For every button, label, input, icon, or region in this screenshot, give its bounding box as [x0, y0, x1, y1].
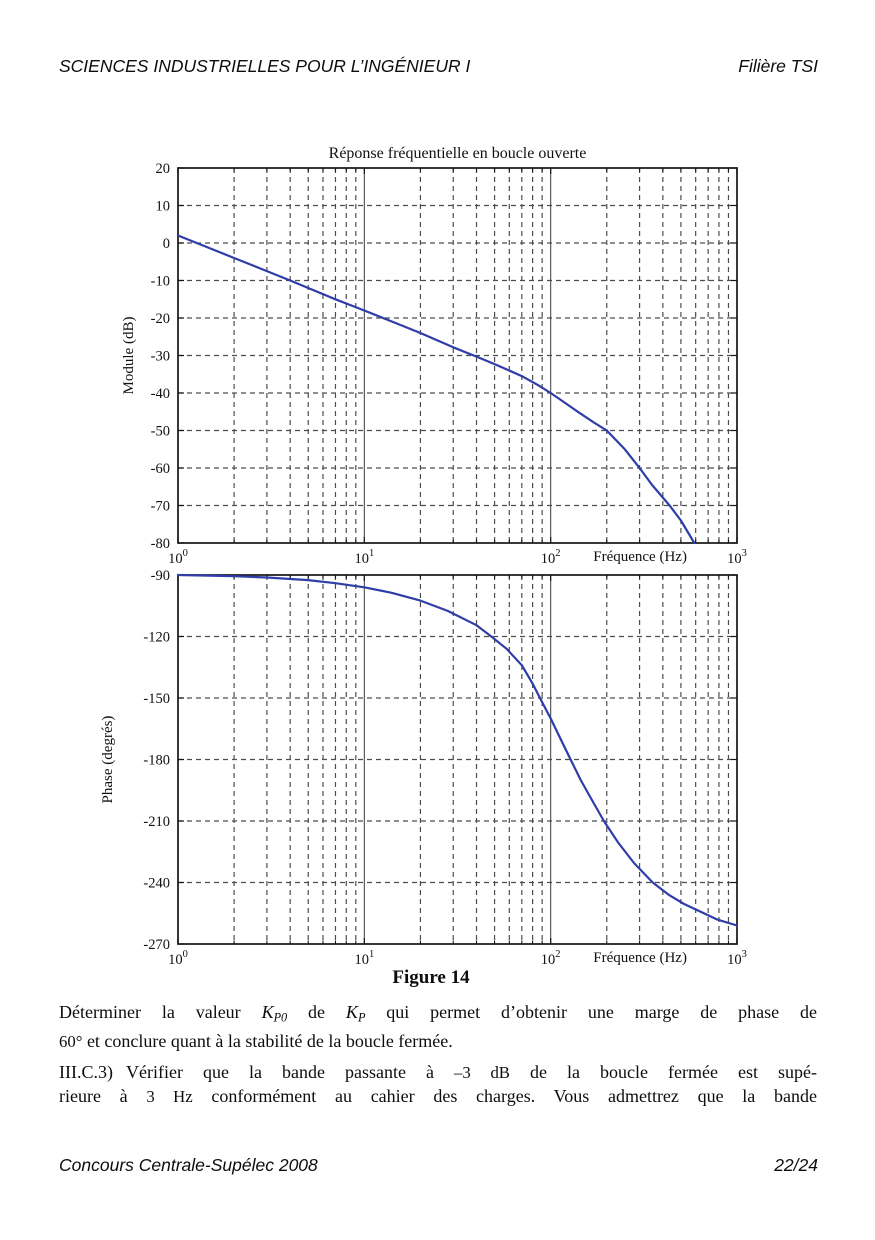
y-axis-label: Phase (degrés)	[100, 716, 116, 804]
paragraph-determiner: Déterminer la valeur KP0 de KP qui perme…	[59, 1001, 817, 1053]
svg-text:-210: -210	[143, 814, 170, 830]
phase-curve	[176, 573, 739, 927]
svg-text:-70: -70	[151, 499, 170, 515]
math-kp0-symbol: K	[261, 1002, 274, 1022]
svg-text:-60: -60	[151, 461, 170, 477]
svg-text:-50: -50	[151, 424, 170, 440]
magnitude-curve	[176, 234, 696, 545]
grid	[178, 168, 737, 543]
svg-text:103: 103	[727, 949, 747, 968]
svg-text:-10: -10	[151, 274, 170, 290]
chart-title: Réponse fréquentielle en boucle ouverte	[329, 145, 587, 162]
header-filiere: Filière TSI	[738, 56, 818, 76]
svg-text:101: 101	[354, 949, 374, 968]
text-run: Déterminer la valeur	[59, 1002, 262, 1022]
svg-text:101: 101	[354, 548, 374, 567]
math-minus3db-value: –3 dB	[454, 1063, 510, 1082]
figure-caption: Figure 14	[392, 967, 470, 988]
text-run: de la boucle fermée est supé-	[509, 1062, 817, 1082]
svg-text:-120: -120	[143, 630, 170, 646]
svg-text:-40: -40	[151, 386, 170, 402]
text-run: de	[287, 1002, 346, 1022]
paragraph-line: Déterminer la valeur KP0 de KP qui perme…	[59, 1001, 817, 1030]
svg-text:-80: -80	[151, 536, 170, 552]
paragraph-line: 60° et conclure quant à la stabilité de …	[59, 1030, 817, 1054]
svg-text:102: 102	[541, 548, 561, 567]
y-axis-label: Module (dB)	[121, 317, 137, 395]
x-axis-label: Fréquence (Hz)	[593, 950, 687, 966]
text-run: rieure à	[59, 1085, 147, 1106]
math-kp0-subscript: P0	[273, 1010, 288, 1025]
footer-page-number: 22/24	[774, 1155, 818, 1175]
svg-text:-90: -90	[151, 568, 170, 584]
svg-text:102: 102	[541, 949, 561, 968]
text-run: et conclure quant à la stabilité de la b…	[82, 1030, 453, 1051]
text-run: Vérifier que la bande passante à	[125, 1062, 454, 1082]
math-kp-symbol: K	[345, 1002, 358, 1022]
text-run: conformément au cahier des charges. Vous…	[192, 1085, 817, 1106]
text-run: qui permet d’obtenir une marge de phase …	[365, 1002, 817, 1022]
math-3hz-value: 3 Hz	[146, 1086, 193, 1106]
paragraph-iii-c-3: III.C.3) Vérifier que la bande passante à…	[59, 1061, 817, 1108]
math-60deg-value: 60°	[59, 1031, 83, 1051]
svg-text:10: 10	[156, 199, 171, 215]
svg-text:103: 103	[727, 548, 747, 567]
svg-text:20: 20	[156, 161, 171, 177]
plot-box	[177, 574, 738, 945]
svg-text:-180: -180	[143, 753, 170, 769]
svg-text:-150: -150	[143, 691, 170, 707]
svg-text:100: 100	[168, 548, 188, 567]
plot-box	[177, 167, 738, 544]
math-kp-subscript: P	[357, 1010, 366, 1025]
svg-text:100: 100	[168, 949, 188, 968]
header-title: SCIENCES INDUSTRIELLES POUR L’INGÉNIEUR …	[59, 56, 471, 76]
page-header: SCIENCES INDUSTRIELLES POUR L’INGÉNIEUR …	[59, 56, 818, 77]
svg-text:-270: -270	[143, 937, 170, 953]
footer-concours: Concours Centrale-Supélec 2008	[59, 1155, 318, 1175]
section-number: III.C.3)	[59, 1062, 113, 1082]
paragraph-line: rieure à 3 Hz conformément au cahier des…	[59, 1085, 817, 1109]
x-axis-label: Fréquence (Hz)	[593, 549, 687, 565]
svg-text:-30: -30	[151, 349, 170, 365]
grid	[178, 575, 737, 944]
svg-text:-20: -20	[151, 311, 170, 327]
svg-text:-240: -240	[143, 876, 170, 892]
page-footer: Concours Centrale-Supélec 2008 22/24	[59, 1155, 818, 1176]
paragraph-line: III.C.3) Vérifier que la bande passante à…	[59, 1061, 817, 1085]
svg-text:0: 0	[163, 236, 170, 252]
